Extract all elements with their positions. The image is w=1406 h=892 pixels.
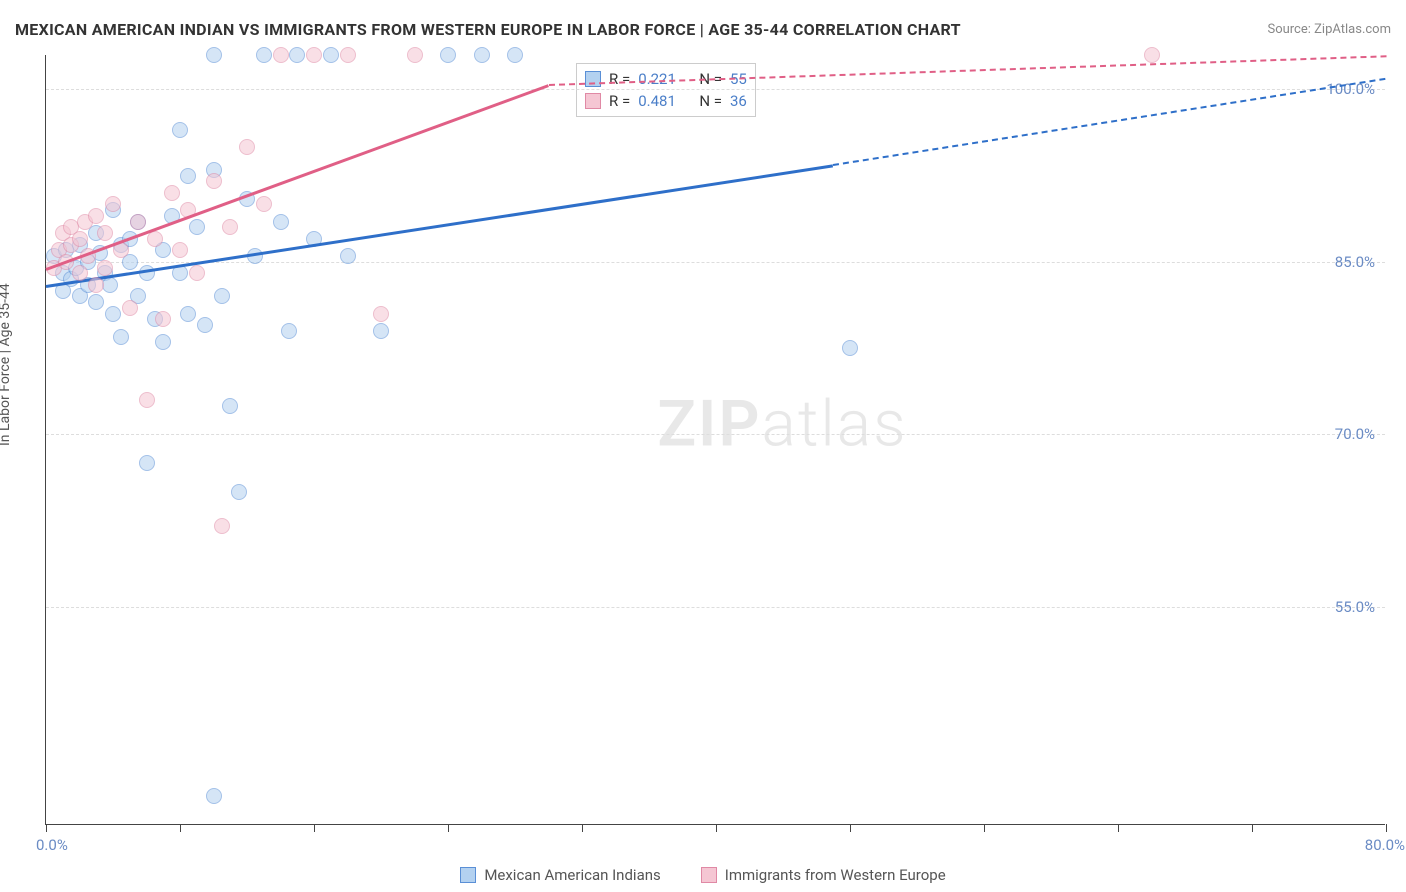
x-tick [582,824,583,832]
stats-n-value: 36 [730,92,747,110]
scatter-point [180,168,196,184]
scatter-point [155,311,171,327]
legend-label: Mexican American Indians [484,866,660,884]
stats-r-label: R = [609,70,630,88]
scatter-point [256,196,272,212]
scatter-point [189,265,205,281]
scatter-point [113,329,129,345]
scatter-point [440,47,456,63]
scatter-point [239,139,255,155]
scatter-point [97,260,113,276]
gridline [46,434,1385,435]
scatter-point [139,392,155,408]
scatter-point [373,323,389,339]
y-tick-label: 55.0% [1335,598,1375,616]
legend-item: Immigrants from Western Europe [701,866,946,884]
scatter-point [172,122,188,138]
scatter-point [97,225,113,241]
scatter-point [281,323,297,339]
x-tick [984,824,985,832]
scatter-point [189,219,205,235]
scatter-point [842,340,858,356]
scatter-point [340,248,356,264]
scatter-point [1144,47,1160,63]
stats-swatch [585,93,601,109]
scatter-point [105,306,121,322]
scatter-point [172,242,188,258]
stats-n-label: N = [699,92,722,110]
scatter-point [130,214,146,230]
scatter-point [340,47,356,63]
scatter-point [373,306,389,322]
scatter-point [273,214,289,230]
scatter-point [72,231,88,247]
source-label: Source: ZipAtlas.com [1267,22,1391,37]
scatter-point [214,288,230,304]
gridline [46,89,1385,90]
x-axis-min-label: 0.0% [36,836,68,854]
legend-label: Immigrants from Western Europe [725,866,946,884]
x-tick [1118,824,1119,832]
scatter-point [72,265,88,281]
scatter-point [139,455,155,471]
x-axis-max-label: 80.0% [1365,836,1405,854]
scatter-point [180,306,196,322]
x-tick [448,824,449,832]
scatter-point [122,300,138,316]
x-tick [1252,824,1253,832]
gridline [46,262,1385,263]
x-tick [1386,824,1387,832]
scatter-point [289,47,305,63]
y-axis-title: In Labor Force | Age 35-44 [0,283,13,446]
y-tick-label: 85.0% [1335,253,1375,271]
x-tick [314,824,315,832]
scatter-point [222,219,238,235]
chart-title: MEXICAN AMERICAN INDIAN VS IMMIGRANTS FR… [15,20,961,39]
x-tick [46,824,47,832]
scatter-point [206,788,222,804]
scatter-point [88,277,104,293]
stats-row: R = 0.481 N = 36 [585,90,747,112]
legend-swatch [701,867,717,883]
scatter-point [231,484,247,500]
scatter-point [222,398,238,414]
scatter-point [507,47,523,63]
stats-r-label: R = [609,92,630,110]
scatter-point [306,47,322,63]
scatter-point [206,173,222,189]
scatter-point [214,518,230,534]
scatter-point [256,47,272,63]
stats-r-value: 0.481 [638,92,676,110]
plot-area: ZIPatlas R =0.221 N =55R =0.481 N =36 0.… [45,55,1385,825]
scatter-point [88,208,104,224]
scatter-point [164,185,180,201]
scatter-point [323,47,339,63]
gridline [46,607,1385,608]
scatter-point [474,47,490,63]
legend-swatch [460,867,476,883]
scatter-point [88,294,104,310]
x-tick [716,824,717,832]
x-tick [850,824,851,832]
scatter-point [155,334,171,350]
x-tick [180,824,181,832]
watermark: ZIPatlas [657,387,907,462]
scatter-point [273,47,289,63]
scatter-point [206,47,222,63]
scatter-point [407,47,423,63]
scatter-point [105,196,121,212]
scatter-point [197,317,213,333]
trend-line [45,84,549,271]
y-tick-label: 70.0% [1335,425,1375,443]
legend: Mexican American Indians Immigrants from … [0,866,1406,884]
legend-item: Mexican American Indians [460,866,660,884]
trend-line-dashed [833,78,1386,166]
